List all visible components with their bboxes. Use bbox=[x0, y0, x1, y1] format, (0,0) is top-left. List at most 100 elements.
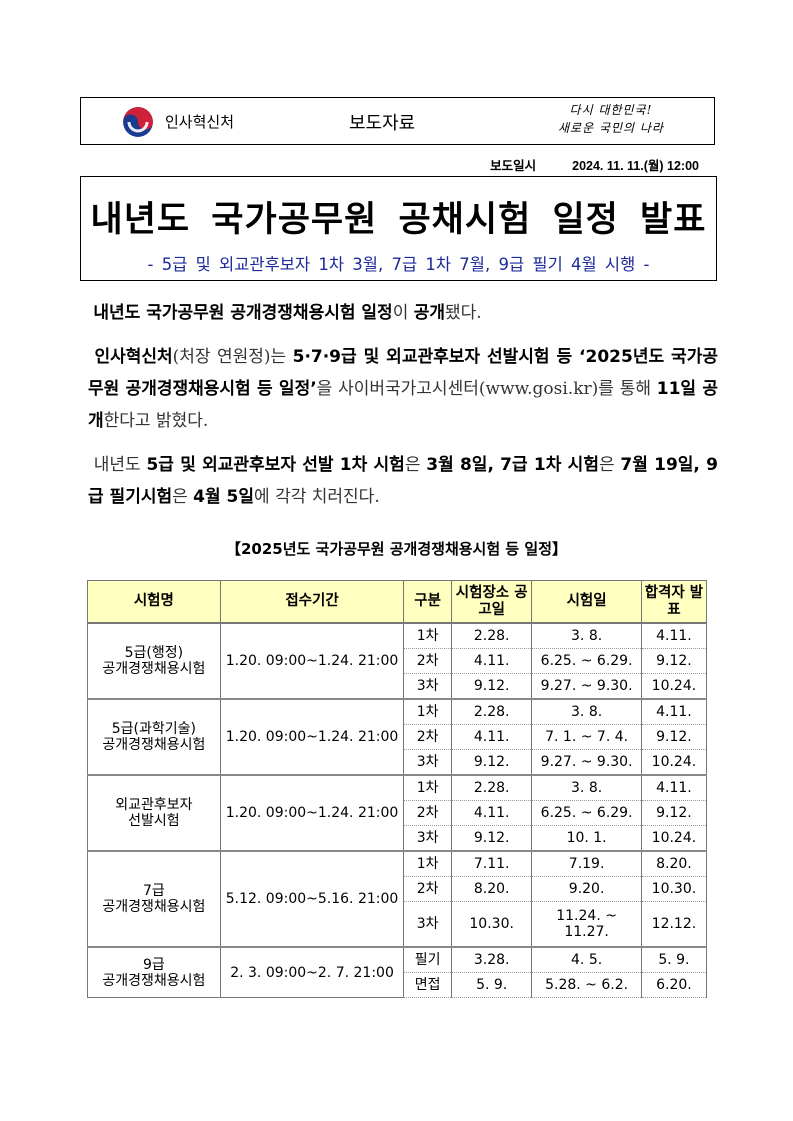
exam-cell: 3. 8. bbox=[531, 622, 642, 649]
result-cell: 9.12. bbox=[640, 724, 708, 750]
table-caption: 【2025년도 국가공무원 공개경쟁채용시험 등 일정】 bbox=[225, 540, 568, 558]
body-text: 은 bbox=[172, 487, 194, 507]
notice-cell: 10.30. bbox=[450, 901, 533, 948]
col-exam-date-header: 시험일 bbox=[531, 580, 642, 624]
application-period-cell: 2. 3. 09:00~2. 7. 21:00 bbox=[219, 946, 405, 998]
type-cell: 3차 bbox=[403, 749, 452, 776]
paragraph-2: 인사혁신처(처장 연원정)는 5·7·9급 및 외교관후보자 선발시험 등 ‘2… bbox=[88, 341, 718, 437]
exam-cell: 10. 1. bbox=[531, 825, 642, 852]
col-result-header: 합격자 발표 bbox=[640, 580, 708, 624]
type-cell: 2차 bbox=[403, 800, 452, 826]
body-text: (처장 연원정)는 bbox=[172, 347, 293, 367]
exam-name-line: 공개경쟁채용시험 bbox=[102, 972, 206, 989]
col-type-header: 구분 bbox=[403, 580, 452, 624]
result-cell: 9.12. bbox=[640, 800, 708, 826]
col-exam-name-header: 시험명 bbox=[87, 580, 221, 624]
page-subtitle: - 5급 및 외교관후보자 1차 3월, 7급 1차 7월, 9급 필기 4월 … bbox=[147, 255, 650, 274]
page-title: 내년도 국가공무원 공채시험 일정 발표 bbox=[90, 200, 707, 240]
exam-name-cell: 5급(과학기술) 공개경쟁채용시험 bbox=[87, 698, 221, 776]
notice-cell: 8.20. bbox=[450, 876, 533, 902]
table-row: 3차 9.12. 9.27. ~ 9.30. 10.24. bbox=[88, 673, 708, 700]
government-logo-icon bbox=[123, 107, 153, 137]
type-cell: 2차 bbox=[403, 876, 452, 902]
title-box: 내년도 국가공무원 공채시험 일정 발표 - 5급 및 외교관후보자 1차 3월… bbox=[80, 176, 717, 281]
bold-text: 3월 8일, 7급 1차 시험 bbox=[426, 455, 599, 475]
result-cell: 5. 9. bbox=[640, 946, 708, 973]
exam-cell: 9.20. bbox=[531, 876, 642, 902]
exam-name-line: 외교관후보자 bbox=[115, 797, 193, 813]
slogan-line: 새로운 국민의 나라 bbox=[558, 121, 664, 135]
type-cell: 1차 bbox=[403, 850, 452, 877]
slogan-line: 다시 대한민국! bbox=[569, 103, 653, 117]
exam-cell: 9.27. ~ 9.30. bbox=[531, 673, 642, 700]
result-cell: 9.12. bbox=[640, 648, 708, 674]
release-date-label: 보도일시 bbox=[490, 159, 537, 173]
body-text: 됐다. bbox=[445, 303, 482, 323]
col-application-period-header: 접수기간 bbox=[219, 580, 405, 624]
schedule-table: 시험명 접수기간 구분 시험장소 공고일 시험일 합격자 발표 5급(행정) 공개경쟁채용시… bbox=[87, 580, 708, 998]
notice-cell: 4.11. bbox=[450, 648, 533, 674]
result-cell: 10.30. bbox=[640, 876, 708, 902]
release-date: 보도일시 2024. 11. 11.(월) 12:00 bbox=[490, 155, 699, 174]
table-row: 2차 8.20. 9.20. 10.30. bbox=[88, 876, 708, 902]
exam-name-line: 5급(과학기술) bbox=[111, 721, 196, 737]
notice-cell: 2.28. bbox=[450, 698, 533, 725]
notice-cell: 9.12. bbox=[450, 673, 533, 700]
exam-cell: 3. 8. bbox=[531, 774, 642, 801]
notice-cell: 9.12. bbox=[450, 749, 533, 776]
result-cell: 10.24. bbox=[640, 673, 708, 700]
exam-name-cell: 외교관후보자 선발시험 bbox=[87, 774, 221, 852]
bold-text: 4월 5일 bbox=[193, 487, 255, 507]
table-row: 9급 공개경쟁채용시험 2. 3. 09:00~2. 7. 21:00 필기 3.28.… bbox=[87, 946, 708, 998]
exam-cell: 9.27. ~ 9.30. bbox=[531, 749, 642, 776]
body-text: 은 bbox=[404, 455, 427, 475]
exam-name-cell: 5급(행정) 공개경쟁채용시험 bbox=[87, 622, 221, 700]
bold-text: 5급 및 외교관후보자 선발 1차 시험 bbox=[146, 455, 405, 475]
exam-name-line: 선발시험 bbox=[128, 813, 180, 829]
body-text: 에 각각 치러진다. bbox=[254, 487, 380, 507]
exam-cell: 4. 5. bbox=[531, 946, 642, 973]
slogan-handwriting: 다시 대한민국! 새로운 국민의 나라 bbox=[521, 101, 701, 137]
paragraph-1: 내년도 국가공무원 공개경쟁채용시험 일정이 공개됐다. bbox=[88, 297, 718, 329]
type-cell: 3차 bbox=[403, 901, 452, 948]
result-cell: 8.20. bbox=[640, 850, 708, 877]
body-text: 을 사이버국가고시센터(www.gosi.kr)를 통해 bbox=[316, 379, 657, 399]
exam-cell: 11.24. ~ 11.27. bbox=[531, 901, 642, 948]
type-cell: 2차 bbox=[403, 724, 452, 750]
table-row: 2차 4.11. 6.25. ~ 6.29. 9.12. bbox=[88, 800, 708, 826]
table-row: 2차 4.11. 7. 1. ~ 7. 4. 9.12. bbox=[88, 724, 708, 750]
application-period-cell: 1.20. 09:00~1.24. 21:00 bbox=[219, 774, 405, 852]
exam-name-line: 5급(행정) bbox=[124, 645, 184, 661]
notice-cell: 2.28. bbox=[450, 774, 533, 801]
bold-text: 5·7·9급 및 외교관후보자 선발시험 등 ‘2025년도 국가공무원 공개경… bbox=[88, 347, 718, 399]
result-cell: 10.24. bbox=[640, 825, 708, 852]
table-row: 7급 공개경쟁채용시험 5.12. 09:00~5.16. 21:00 1차 7.11.… bbox=[87, 850, 708, 948]
exam-name-cell: 7급 공개경쟁채용시험 bbox=[87, 850, 221, 948]
table-row: 3차 10.30. 11.24. ~ 11.27. 12.12. bbox=[88, 901, 708, 948]
table-row: 3차 9.12. 9.27. ~ 9.30. 10.24. bbox=[88, 749, 708, 776]
notice-cell: 4.11. bbox=[450, 724, 533, 750]
bold-text: 11일 공개 bbox=[88, 379, 718, 431]
table-row: 5급(행정) 공개경쟁채용시험 1.20. 09:00~1.24. 21:00 1차 2… bbox=[87, 622, 708, 700]
result-cell: 4.11. bbox=[640, 622, 708, 649]
type-cell: 3차 bbox=[403, 825, 452, 852]
exam-cell: 5.28. ~ 6.2. bbox=[531, 972, 642, 998]
table-row: 면접 5. 9. 5.28. ~ 6.2. 6.20. bbox=[88, 972, 708, 998]
application-period-cell: 1.20. 09:00~1.24. 21:00 bbox=[219, 622, 405, 700]
body-text: 은 bbox=[598, 455, 621, 475]
notice-cell: 3.28. bbox=[450, 946, 533, 973]
body-text: 한다고 밝혔다. bbox=[103, 411, 209, 431]
exam-name-line: 공개경쟁채용시험 bbox=[102, 737, 206, 753]
paragraph-3: 내년도 5급 및 외교관후보자 선발 1차 시험은 3월 8일, 7급 1차 시… bbox=[88, 449, 718, 513]
table-row: 외교관후보자 선발시험 1.20. 09:00~1.24. 21:00 1차 2.28.… bbox=[87, 774, 708, 852]
type-cell: 면접 bbox=[403, 972, 452, 998]
body-text: 내년도 bbox=[93, 455, 147, 475]
doc-type: 보도자료 bbox=[349, 113, 416, 134]
exam-cell: 6.25. ~ 6.29. bbox=[531, 800, 642, 826]
type-cell: 3차 bbox=[403, 673, 452, 700]
bold-text: 7월 19일, 9급 필기시험 bbox=[88, 455, 718, 507]
notice-cell: 4.11. bbox=[450, 800, 533, 826]
bold-text: 공개 bbox=[413, 303, 446, 323]
type-cell: 2차 bbox=[403, 648, 452, 674]
exam-name-cell: 9급 공개경쟁채용시험 bbox=[87, 946, 221, 998]
